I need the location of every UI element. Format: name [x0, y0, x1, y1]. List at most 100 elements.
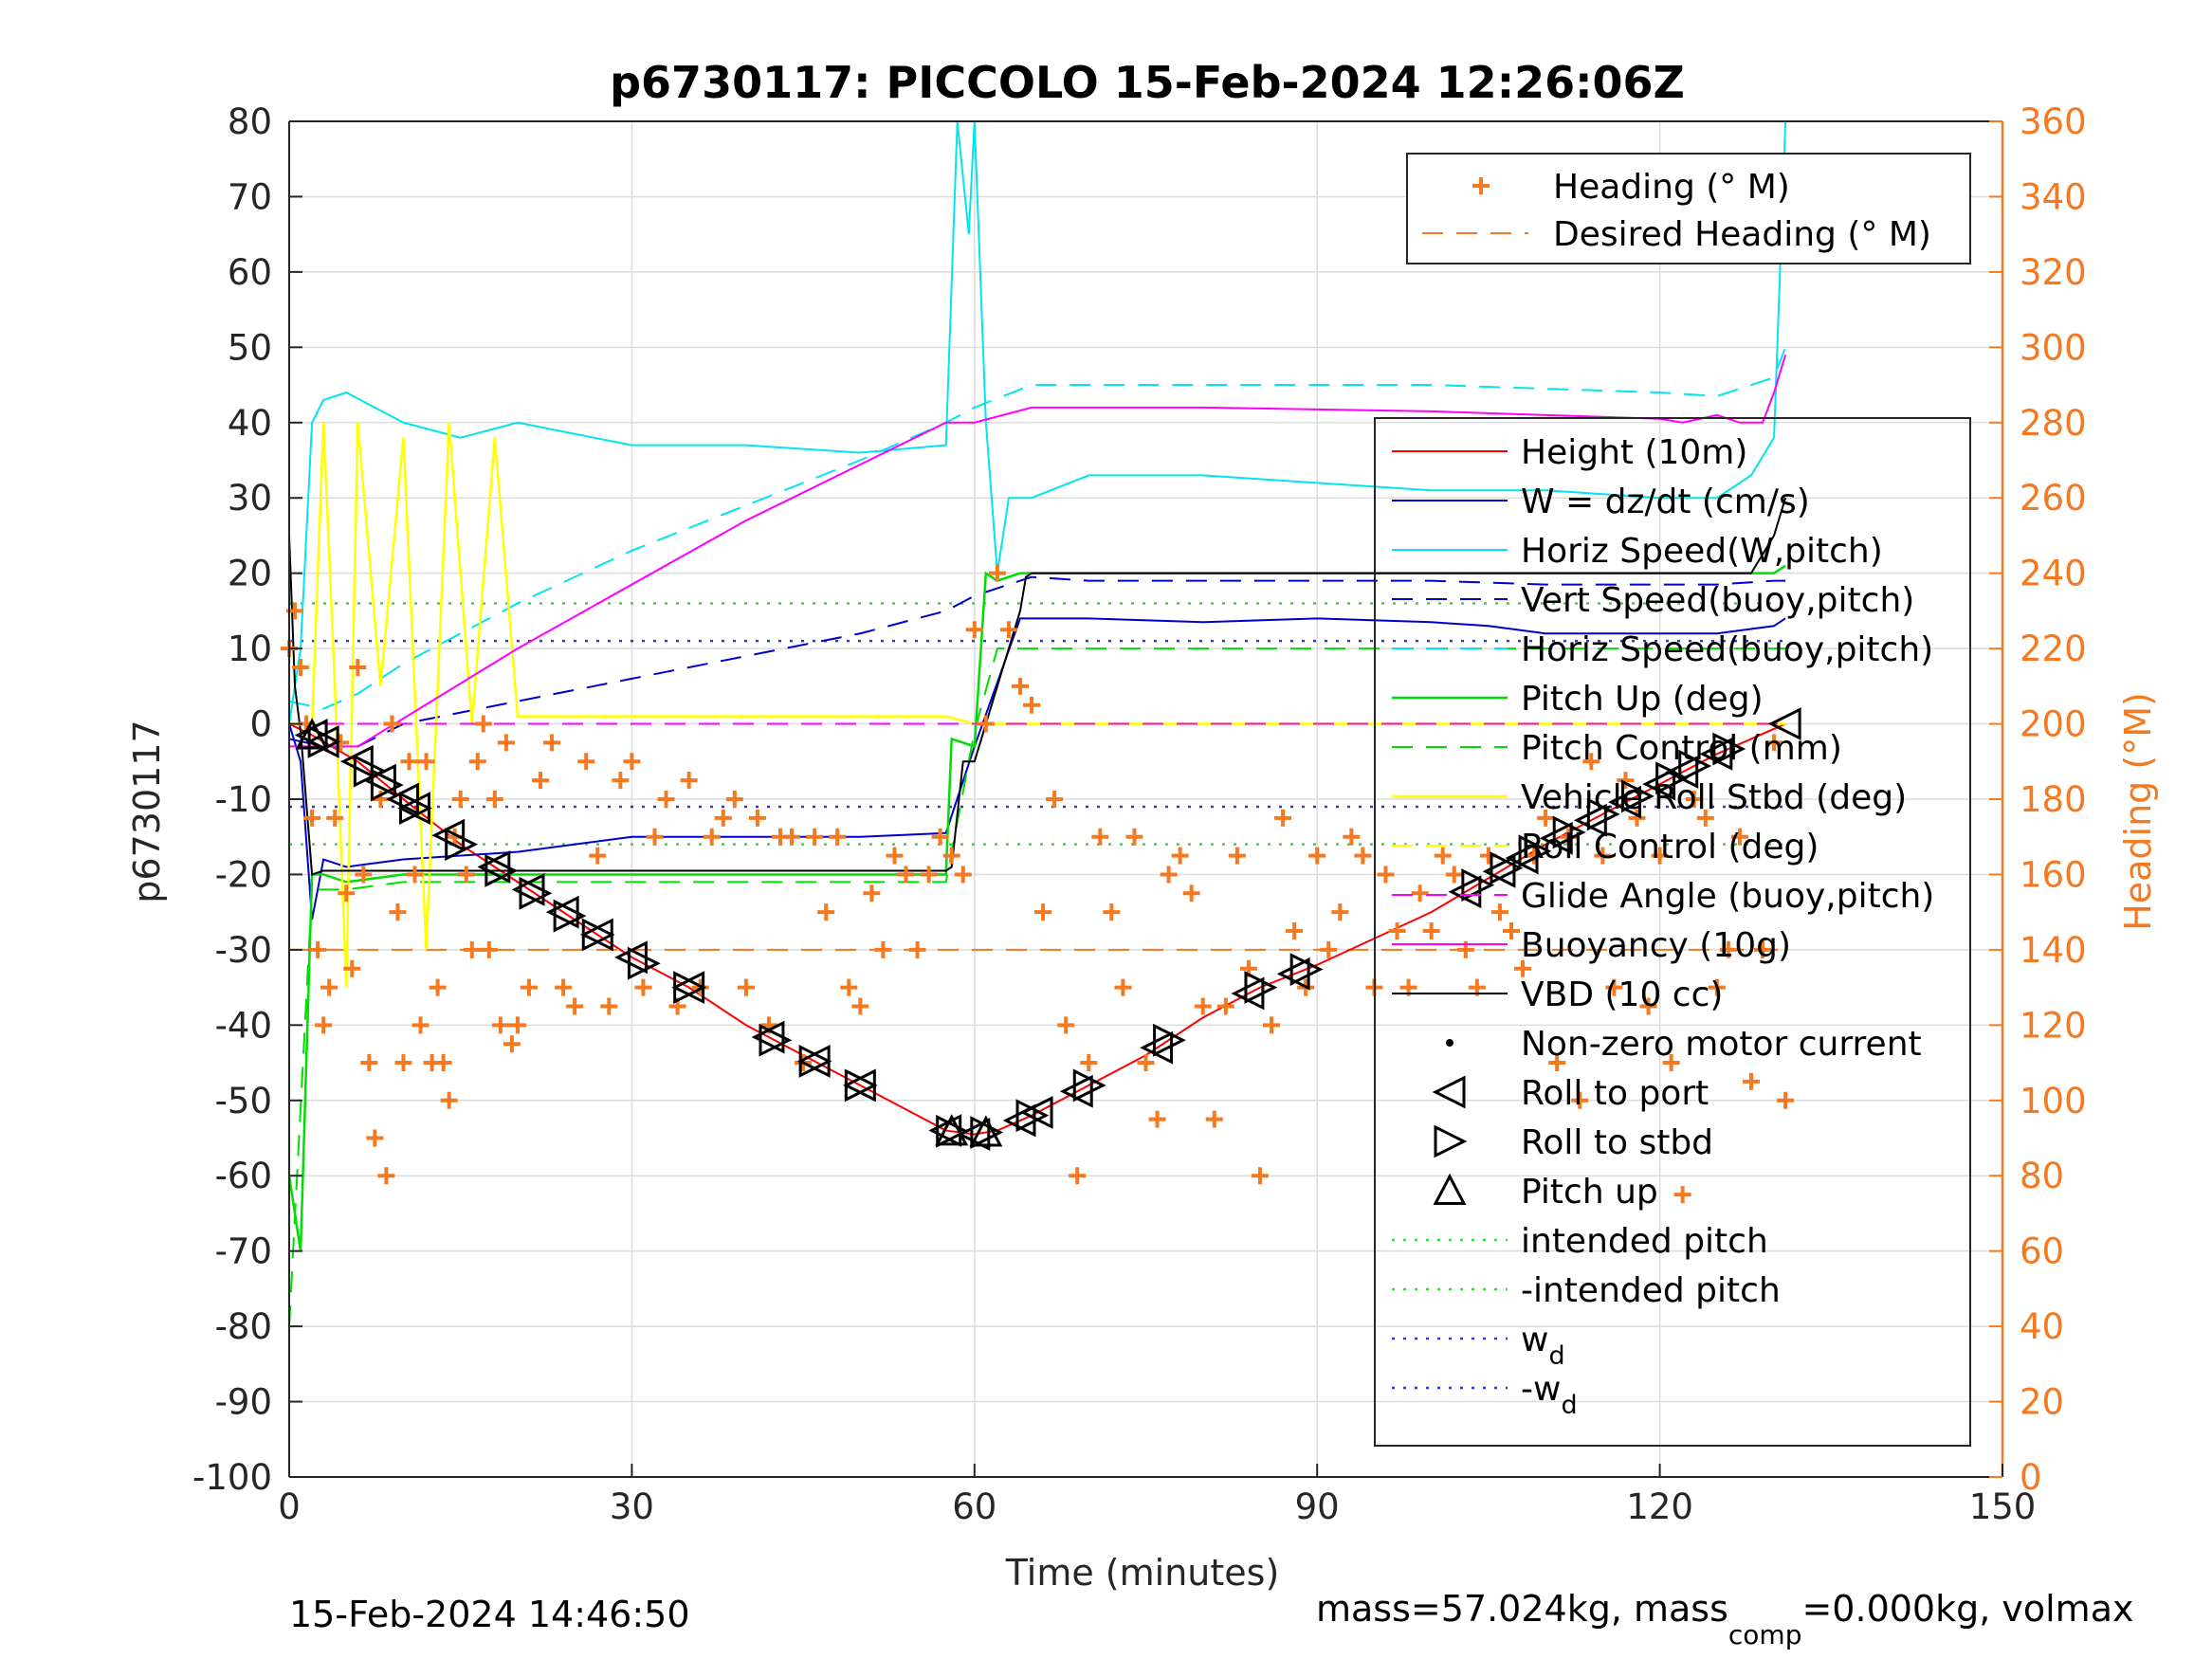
heading-point: [434, 1054, 452, 1072]
roll-stbd-marker: [970, 1116, 1004, 1149]
y-tick-label: 20: [228, 554, 272, 594]
heading-point: [338, 884, 356, 902]
heading-point: [863, 884, 881, 902]
legend-main-box: [1374, 417, 1971, 1447]
y2-tick-label: 60: [2020, 1231, 2064, 1272]
heading-point: [1434, 847, 1452, 865]
legend-label: VBD (10 cc): [1521, 975, 1723, 1014]
heading-point: [1034, 903, 1052, 921]
heading-point: [451, 791, 469, 808]
y2-tick-label: 180: [2020, 779, 2087, 820]
y2-tick-label: 360: [2020, 101, 2087, 142]
heading-point: [1251, 1167, 1269, 1185]
heading-point: [1754, 940, 1772, 958]
heading-point: [1594, 847, 1612, 865]
heading-point: [532, 772, 550, 790]
heading-point: [1182, 884, 1200, 902]
roll-stbd-marker: [1518, 834, 1552, 868]
heading-point: [480, 940, 498, 958]
x-tick-label: 30: [610, 1486, 654, 1527]
heading-point: [394, 1054, 412, 1072]
heading-point: [1411, 884, 1429, 902]
legend-desired-heading-label: Desired Heading (° M): [1553, 215, 1931, 254]
roll-stbd-marker: [519, 876, 553, 910]
heading-point: [1617, 772, 1635, 790]
legend-label: Roll to port: [1521, 1074, 1709, 1113]
heading-point: [1148, 1110, 1166, 1128]
heading-point: [1445, 866, 1463, 884]
heading-point: [897, 866, 915, 884]
y2-axis-label: Heading (°M): [2117, 692, 2159, 931]
heading-point: [600, 997, 618, 1015]
legend-label: Glide Angle (buoy,pitch): [1521, 877, 1934, 916]
legend-label: Height (10m): [1521, 433, 1747, 472]
heading-point: [1651, 847, 1669, 865]
roll-stbd-marker: [627, 946, 661, 980]
legend-main: Height (10m) W = dz/dt (cm/s) Horiz Speed(…: [1374, 417, 1971, 1447]
roll-stbd-marker: [1678, 749, 1712, 783]
y-tick-label: 60: [228, 252, 272, 293]
heading-point: [1023, 696, 1041, 714]
heading-point: [783, 828, 801, 846]
y-tick-label: 70: [228, 176, 272, 217]
heading-point: [1742, 1072, 1760, 1090]
y2-tick-label: 120: [2020, 1005, 2087, 1046]
heading-point: [1673, 1186, 1691, 1204]
roll-stbd-marker: [1552, 815, 1586, 849]
roll-stbd-marker: [1586, 797, 1620, 831]
legend-heading-swatch: [1472, 177, 1490, 194]
footer-date: 15-Feb-2024 14:46:50: [289, 1594, 690, 1635]
y-tick-label: -100: [192, 1457, 272, 1498]
heading-point: [555, 978, 573, 996]
heading-point: [942, 847, 960, 865]
heading-point: [999, 621, 1017, 639]
y-tick-label: 30: [228, 478, 272, 519]
heading-point: [400, 753, 418, 771]
heading-point: [349, 658, 367, 676]
roll-stbd-marker: [1490, 851, 1524, 885]
pitch-up-marker: [969, 1115, 1003, 1147]
heading-point: [497, 734, 515, 752]
heading-point: [920, 866, 938, 884]
roll-stbd-marker: [844, 1068, 878, 1103]
heading-point: [1662, 1054, 1680, 1072]
legend-heading-box: [1406, 153, 1971, 264]
legend-label: Pitch up: [1521, 1173, 1658, 1212]
y2-tick-label: 220: [2020, 629, 2087, 669]
legend-label: -intended pitch: [1521, 1271, 1781, 1310]
y2-tick-label: 280: [2020, 403, 2087, 444]
heading-point: [468, 753, 486, 771]
heading-point: [1160, 866, 1178, 884]
legend-label: Roll Control (deg): [1521, 828, 1819, 866]
legend-swatch: [1434, 1124, 1468, 1158]
heading-point: [491, 1016, 509, 1034]
heading-point: [1057, 1016, 1075, 1034]
heading-point: [589, 847, 607, 865]
heading-point: [840, 978, 858, 996]
heading-point: [1708, 978, 1726, 996]
x-tick-label: 60: [952, 1486, 996, 1527]
heading-point: [1137, 1054, 1155, 1072]
roll-stbd-marker: [1461, 868, 1495, 902]
heading-point: [1331, 903, 1349, 921]
heading-point: [1605, 978, 1623, 996]
heading-point: [977, 715, 995, 733]
heading-point: [908, 940, 926, 958]
heading-point: [829, 828, 847, 846]
legend-swatch: [1432, 1075, 1466, 1109]
legend-label: Horiz Speed(W,pitch): [1521, 532, 1883, 571]
pitch-up-marker: [295, 718, 329, 750]
plot-area: [281, 120, 1801, 1327]
heading-point: [303, 809, 321, 827]
heading-point: [1582, 753, 1600, 771]
heading-point: [457, 866, 475, 884]
heading-point: [1388, 922, 1406, 940]
legend-label: Non-zero motor current: [1521, 1025, 1922, 1064]
legend-label: intended pitch: [1521, 1222, 1768, 1261]
y-tick-label: -90: [215, 1382, 272, 1423]
heading-point: [1194, 997, 1212, 1015]
heading-point: [355, 866, 373, 884]
x-tick-label: 90: [1295, 1486, 1340, 1527]
heading-point: [725, 791, 743, 808]
x-axis-label: Time (minutes): [1005, 1552, 1280, 1594]
